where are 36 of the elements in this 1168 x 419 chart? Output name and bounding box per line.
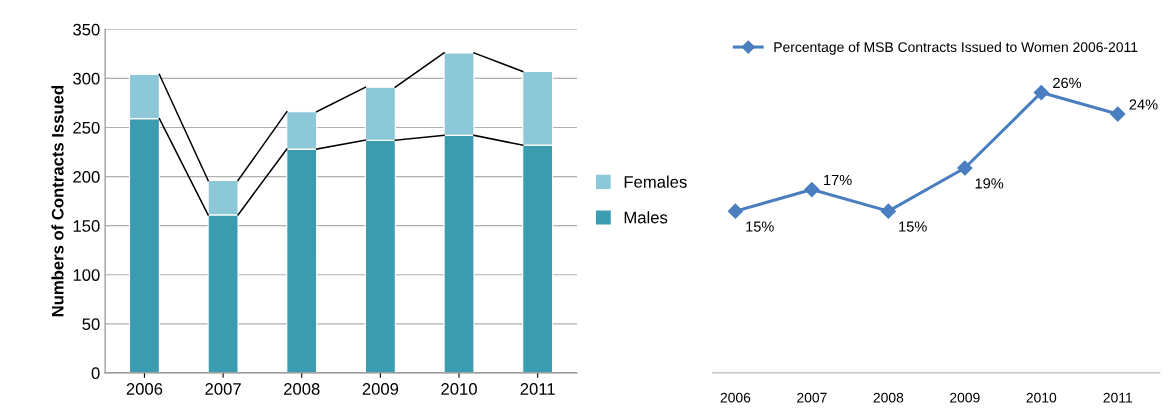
y-tick-label: 150 [73,220,100,232]
y-tick-label: 200 [73,170,100,183]
point [727,203,743,219]
data-label: 24% [1129,99,1158,110]
legend-label: Percentage of MSB Contracts Issued to Women 2006-2011 [774,41,1138,55]
x-tick-label: 2006 [126,383,163,395]
y-axis-title: Numbers of Contracts Issued [51,85,64,317]
data-label: 26% [1053,77,1082,89]
x-tick-label: 2007 [797,392,827,403]
point [804,182,820,198]
data-label: 15% [746,221,774,232]
y-tick-label: 250 [73,121,100,134]
legend-label: Males [624,211,668,224]
point [880,203,896,219]
x-tick-label: 2010 [1026,392,1057,403]
point [1110,106,1126,122]
x-tick-label: 2008 [284,383,320,395]
data-label: 17% [824,174,852,186]
x-tick-label: 2007 [205,383,241,395]
x-tick-label: 2011 [1103,392,1133,403]
data-label: 15% [899,221,927,232]
point [957,160,973,176]
x-tick-label: 2006 [720,392,751,403]
x-tick-label: 2009 [362,383,399,395]
y-tick-label: 0 [91,367,100,380]
point [1033,84,1049,101]
y-tick-label: 350 [73,23,100,36]
y-tick-label: 50 [82,318,100,331]
x-tick-label: 2009 [950,392,980,403]
legend-label: Females [624,175,687,188]
y-tick-label: 300 [73,72,100,85]
x-tick-label: 2011 [520,383,555,395]
data-label: 19% [975,178,1004,189]
y-tick-label: 100 [73,269,100,281]
x-tick-label: 2010 [441,383,477,395]
x-tick-label: 2008 [873,392,904,403]
